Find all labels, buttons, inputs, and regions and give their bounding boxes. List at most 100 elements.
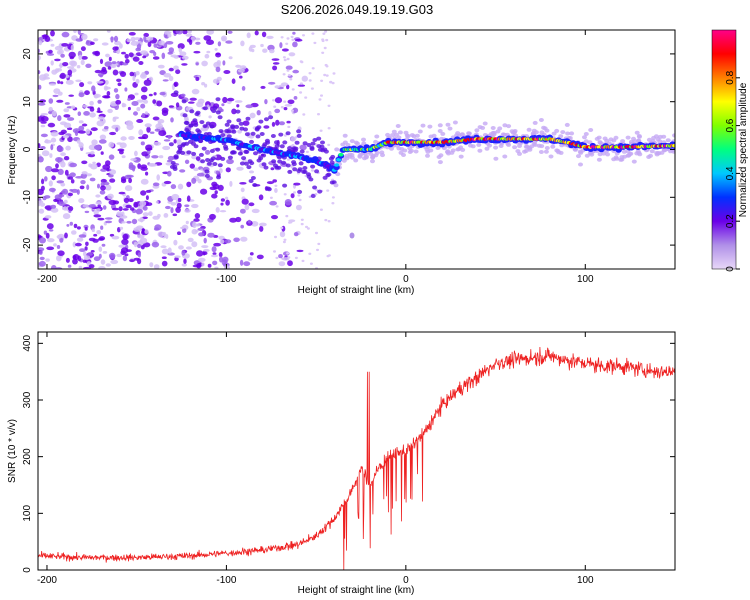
noise-blob <box>290 109 294 112</box>
colorbar-tick-label: 0.4 <box>725 166 736 180</box>
noise-blob <box>212 252 217 256</box>
noise-blob <box>50 137 57 143</box>
noise-blob <box>119 71 127 77</box>
noise-blob <box>296 249 304 253</box>
ridge-halo <box>206 131 212 136</box>
ridge-halo <box>391 129 397 134</box>
noise-blob <box>44 215 52 219</box>
noise-blob <box>149 131 155 134</box>
snr-series-line <box>38 346 675 570</box>
noise-blob <box>46 66 50 72</box>
noise-blob <box>300 222 304 226</box>
ridge-halo <box>194 112 200 117</box>
noise-blob <box>191 241 198 248</box>
noise-blob <box>220 108 224 112</box>
noise-blob <box>57 250 65 256</box>
spectrogram-noise-blobs <box>38 30 336 269</box>
noise-blob <box>78 265 83 269</box>
noise-blob <box>50 207 59 213</box>
noise-blob <box>60 152 66 157</box>
ridge-halo <box>291 162 297 167</box>
noise-blob <box>272 99 275 102</box>
noise-blob <box>50 204 57 209</box>
noise-blob <box>135 78 140 84</box>
noise-blob <box>292 69 300 74</box>
ridge-halo <box>539 130 545 135</box>
ridge-halo <box>493 156 499 161</box>
noise-blob <box>76 189 80 195</box>
noise-blob <box>157 119 165 124</box>
noise-blob <box>203 35 212 41</box>
noise-blob <box>123 197 130 204</box>
ridge-halo <box>226 119 232 124</box>
noise-blob <box>236 104 240 108</box>
noise-blob <box>137 258 142 265</box>
ridge-halo <box>205 158 210 162</box>
noise-blob <box>241 198 249 205</box>
noise-blob <box>51 110 57 117</box>
ridge-halo <box>631 136 636 141</box>
ridge-halo <box>227 155 233 160</box>
ridge-halo <box>209 124 215 129</box>
noise-blob <box>44 35 51 43</box>
noise-blob <box>129 71 135 77</box>
spectrogram-xtick-label: -100 <box>216 274 236 285</box>
noise-blob <box>41 178 45 185</box>
noise-blob <box>139 200 147 207</box>
noise-blob <box>38 70 41 75</box>
ridge-halo <box>482 121 488 126</box>
noise-blob <box>200 188 208 195</box>
ridge-halo <box>189 109 195 114</box>
noise-blob <box>143 99 149 104</box>
noise-blob <box>185 33 193 37</box>
noise-blob <box>132 75 136 82</box>
noise-blob <box>213 242 222 247</box>
noise-blob <box>110 63 117 68</box>
ridge-halo <box>181 99 187 104</box>
noise-blob <box>155 123 164 130</box>
noise-blob <box>126 38 132 43</box>
noise-blob <box>127 106 131 111</box>
noise-blob <box>38 84 42 90</box>
noise-blob <box>105 53 110 58</box>
ridge-halo <box>582 135 587 140</box>
noise-blob <box>152 182 160 187</box>
noise-blob <box>67 176 74 180</box>
noise-blob <box>191 88 200 95</box>
noise-blob <box>180 226 185 230</box>
noise-blob <box>69 56 75 60</box>
spectrogram-ytick-label: 20 <box>22 48 33 60</box>
noise-blob <box>101 66 107 73</box>
noise-blob <box>98 246 103 252</box>
ridge-halo <box>558 150 564 155</box>
noise-blob <box>127 97 131 101</box>
noise-blob <box>153 43 158 48</box>
noise-blob <box>113 88 119 93</box>
noise-blob <box>203 237 207 244</box>
ridge-halo <box>544 146 550 150</box>
noise-blob <box>135 208 143 215</box>
noise-blob <box>140 141 145 146</box>
noise-blob <box>293 232 299 237</box>
noise-blob <box>81 160 88 165</box>
noise-blob <box>82 259 87 263</box>
ridge-halo <box>292 148 298 153</box>
ridge-halo <box>452 120 458 125</box>
ridge-halo <box>209 149 215 153</box>
noise-blob <box>58 194 65 198</box>
noise-blob <box>53 88 61 94</box>
noise-blob <box>294 256 298 260</box>
noise-blob <box>177 197 182 203</box>
noise-blob <box>274 184 278 187</box>
noise-blob <box>115 99 122 105</box>
noise-blob <box>274 188 278 193</box>
noise-blob <box>121 51 126 55</box>
noise-blob <box>159 91 166 96</box>
ridge-halo <box>168 142 174 147</box>
noise-blob <box>94 69 102 74</box>
noise-blob <box>48 229 54 232</box>
ridge-halo <box>308 177 314 182</box>
noise-blob <box>256 254 264 260</box>
noise-blob <box>93 93 99 99</box>
noise-blob <box>51 168 59 173</box>
